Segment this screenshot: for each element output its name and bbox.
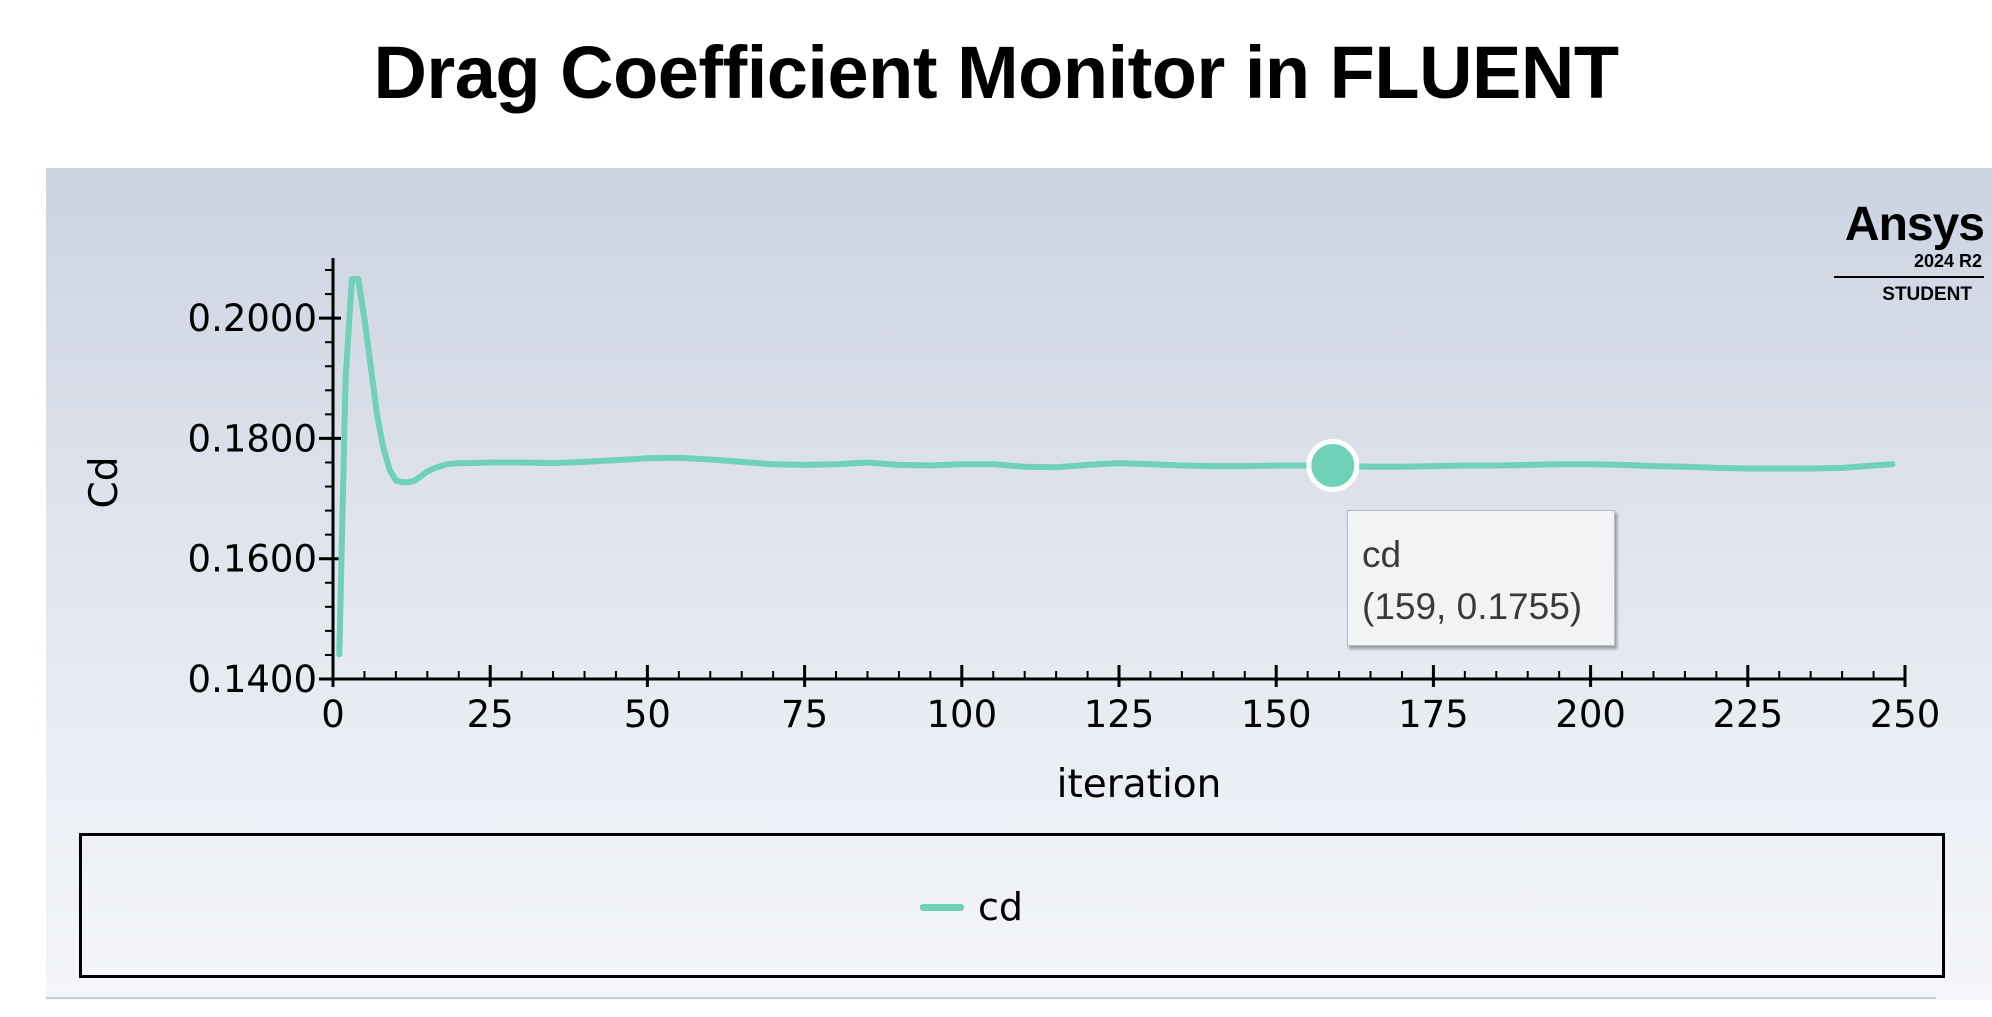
series-layer xyxy=(336,276,1896,658)
logo-brand: Ansys xyxy=(1844,198,1985,251)
x-tick-label: 200 xyxy=(1555,693,1626,736)
logo-edition: STUDENT xyxy=(1834,276,1984,306)
legend-swatch xyxy=(920,903,964,911)
tooltip-value: (159, 0.1755) xyxy=(1362,586,1583,627)
x-tick-label: 225 xyxy=(1712,693,1783,736)
x-tick-label: 50 xyxy=(624,693,671,736)
y-tick-label: 0.1400 xyxy=(188,658,317,701)
data-tooltip: cd (159, 0.1755) xyxy=(1347,510,1615,646)
x-tick-label: 125 xyxy=(1084,693,1155,736)
legend-item-cd[interactable]: cd xyxy=(920,882,1023,932)
legend-label: cd xyxy=(978,885,1024,929)
logo-version: 2024 R2 xyxy=(1913,251,1982,271)
ansys-logo: Ansys 2024 R2 STUDENT xyxy=(1814,198,1985,320)
page-title: Drag Coefficient Monitor in FLUENT xyxy=(373,31,1619,114)
x-tick-label: 25 xyxy=(467,693,514,736)
y-tick-label: 0.1600 xyxy=(188,538,317,581)
y-axis: 0.1400 0.1600 0.1800 0.2000 xyxy=(188,258,341,701)
x-tick-label: 150 xyxy=(1241,693,1312,736)
legend xyxy=(79,833,1945,978)
x-tick-label: 100 xyxy=(926,693,997,736)
x-axis-label: iteration xyxy=(1057,762,1222,807)
x-tick-label: 250 xyxy=(1870,693,1941,736)
x-tick-label: 175 xyxy=(1398,693,1469,736)
monitor-chart[interactable]: 0.1400 0.1600 0.1800 0.2000 0 25 50 75 100 125 15… xyxy=(0,0,1992,830)
y-axis-label: Cd xyxy=(82,457,127,509)
tooltip-series: cd xyxy=(1362,534,1402,575)
divider xyxy=(46,997,1936,999)
series-line-cd xyxy=(336,276,1896,658)
y-tick-label: 0.2000 xyxy=(188,297,317,340)
y-tick-label: 0.1800 xyxy=(188,417,317,460)
highlight-point xyxy=(1306,438,1360,492)
x-tick-label: 75 xyxy=(781,693,828,736)
x-axis: 0 25 50 75 100 125 150 175 200 225 250 xyxy=(321,665,1940,736)
marker-layer xyxy=(1306,438,1360,492)
plot-panel xyxy=(46,168,1992,1000)
x-tick-label: 0 xyxy=(321,693,345,736)
